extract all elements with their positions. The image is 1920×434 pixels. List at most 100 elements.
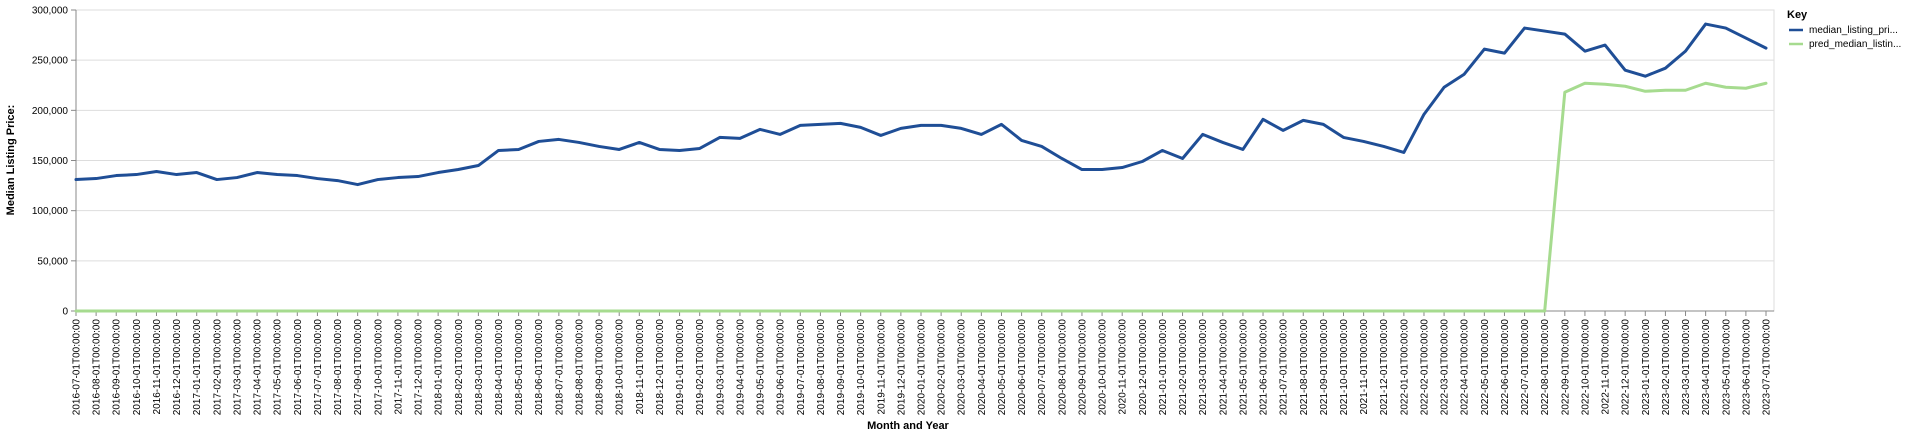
data-point bbox=[94, 177, 98, 180]
data-point bbox=[557, 309, 561, 313]
data-point bbox=[235, 176, 239, 179]
x-tick-label: 2019-04-01T00:00:00 bbox=[735, 319, 746, 416]
data-point bbox=[155, 309, 158, 313]
data-point bbox=[356, 183, 359, 186]
x-tick-label: 2017-02-01T00:00:00 bbox=[212, 319, 223, 416]
series-line bbox=[74, 81, 1768, 313]
data-point bbox=[336, 309, 339, 313]
y-tick-label: 0 bbox=[62, 307, 68, 318]
x-tick-label: 2018-05-01T00:00:00 bbox=[514, 319, 525, 416]
x-tick-label: 2022-02-01T00:00:00 bbox=[1419, 319, 1430, 416]
data-point bbox=[457, 309, 460, 313]
data-point bbox=[1664, 66, 1667, 70]
data-point bbox=[738, 309, 742, 313]
data-point bbox=[316, 309, 319, 313]
data-point bbox=[939, 309, 943, 313]
x-tick-label: 2023-05-01T00:00:00 bbox=[1721, 319, 1732, 416]
x-tick-label: 2021-12-01T00:00:00 bbox=[1379, 319, 1390, 416]
data-point bbox=[1644, 90, 1647, 93]
data-point bbox=[597, 309, 601, 313]
x-tick-label: 2016-09-01T00:00:00 bbox=[112, 319, 123, 416]
data-point bbox=[1100, 309, 1104, 313]
data-point bbox=[1442, 86, 1446, 89]
x-tick-label: 2019-07-01T00:00:00 bbox=[796, 319, 807, 416]
x-tick-label: 2016-07-01T00:00:00 bbox=[72, 319, 83, 416]
x-tick-label: 2017-03-01T00:00:00 bbox=[232, 319, 243, 416]
data-point bbox=[1483, 309, 1486, 313]
data-point bbox=[1724, 86, 1727, 89]
data-point bbox=[296, 309, 299, 313]
data-point bbox=[336, 179, 339, 182]
data-point bbox=[477, 309, 480, 313]
x-tick-label: 2021-08-01T00:00:00 bbox=[1299, 319, 1310, 416]
data-point bbox=[738, 137, 742, 140]
data-point bbox=[1000, 123, 1003, 126]
x-tick-label: 2019-12-01T00:00:00 bbox=[896, 319, 907, 416]
y-tick-label: 300,000 bbox=[32, 6, 69, 17]
data-point bbox=[275, 173, 279, 176]
data-point bbox=[356, 309, 359, 313]
x-tick-label: 2020-06-01T00:00:00 bbox=[1017, 319, 1028, 416]
y-tick-label: 200,000 bbox=[32, 106, 69, 117]
x-tick-label: 2018-04-01T00:00:00 bbox=[494, 319, 505, 416]
x-tick-label: 2017-01-01T00:00:00 bbox=[192, 319, 203, 416]
x-tick-label: 2020-07-01T00:00:00 bbox=[1037, 319, 1048, 416]
data-point bbox=[316, 177, 319, 180]
data-point bbox=[597, 145, 601, 148]
x-tick-label: 2022-01-01T00:00:00 bbox=[1399, 319, 1410, 416]
x-tick-label: 2017-09-01T00:00:00 bbox=[353, 319, 364, 416]
grid-lines bbox=[75, 9, 1775, 312]
data-point bbox=[497, 309, 500, 313]
data-point bbox=[94, 309, 98, 313]
x-tick-label: 2022-04-01T00:00:00 bbox=[1460, 319, 1471, 416]
x-tick-label: 2021-05-01T00:00:00 bbox=[1238, 319, 1249, 416]
x-tick-label: 2020-12-01T00:00:00 bbox=[1138, 319, 1149, 416]
x-tick-label: 2022-10-01T00:00:00 bbox=[1580, 319, 1591, 416]
data-point bbox=[678, 149, 681, 152]
x-tick-label: 2018-12-01T00:00:00 bbox=[655, 319, 666, 416]
data-point bbox=[74, 309, 78, 313]
data-point bbox=[1060, 309, 1064, 313]
x-tick-label: 2019-08-01T00:00:00 bbox=[816, 319, 827, 416]
x-tick-label: 2021-11-01T00:00:00 bbox=[1359, 319, 1370, 415]
data-point bbox=[778, 133, 782, 136]
x-tick-label: 2021-06-01T00:00:00 bbox=[1259, 319, 1270, 416]
data-point bbox=[658, 309, 661, 313]
data-point bbox=[195, 171, 198, 174]
x-tick-label: 2022-07-01T00:00:00 bbox=[1520, 319, 1531, 416]
data-point bbox=[1744, 87, 1748, 90]
data-point bbox=[396, 176, 400, 179]
data-point bbox=[1764, 82, 1768, 85]
x-axis: 2016-07-01T00:00:00 2016-08-01T00:00:00 20… bbox=[72, 310, 1774, 416]
x-tick-label: 2018-03-01T00:00:00 bbox=[474, 319, 485, 416]
data-point bbox=[416, 175, 420, 178]
data-point bbox=[1241, 309, 1245, 313]
y-tick-label: 50,000 bbox=[37, 256, 68, 267]
data-point bbox=[1422, 113, 1426, 116]
data-point bbox=[1382, 145, 1385, 148]
x-tick-label: 2017-05-01T00:00:00 bbox=[273, 319, 284, 416]
data-point bbox=[698, 309, 701, 313]
x-tick-label: 2020-03-01T00:00:00 bbox=[957, 319, 968, 416]
x-tick-label: 2018-02-01T00:00:00 bbox=[454, 319, 465, 416]
data-point bbox=[1563, 32, 1567, 36]
y-tick-label: 150,000 bbox=[32, 156, 69, 167]
data-point bbox=[1684, 89, 1687, 92]
x-tick-label: 2019-11-01T00:00:00 bbox=[876, 319, 887, 415]
data-point bbox=[376, 178, 379, 181]
data-point bbox=[758, 128, 762, 131]
data-point bbox=[1120, 309, 1124, 313]
x-tick-label: 2019-01-01T00:00:00 bbox=[675, 319, 686, 416]
x-tick-label: 2022-05-01T00:00:00 bbox=[1480, 319, 1491, 416]
data-point bbox=[1020, 309, 1023, 313]
data-point bbox=[1463, 309, 1466, 313]
data-point bbox=[135, 309, 138, 313]
data-point bbox=[1040, 309, 1043, 313]
data-point bbox=[1402, 151, 1406, 154]
data-point bbox=[1563, 91, 1567, 94]
legend-entry-label: median_listing_pri... bbox=[1809, 25, 1898, 36]
data-point bbox=[758, 309, 762, 313]
x-tick-label: 2023-06-01T00:00:00 bbox=[1741, 319, 1752, 416]
data-point bbox=[839, 309, 842, 313]
x-tick-label: 2019-06-01T00:00:00 bbox=[776, 319, 787, 416]
